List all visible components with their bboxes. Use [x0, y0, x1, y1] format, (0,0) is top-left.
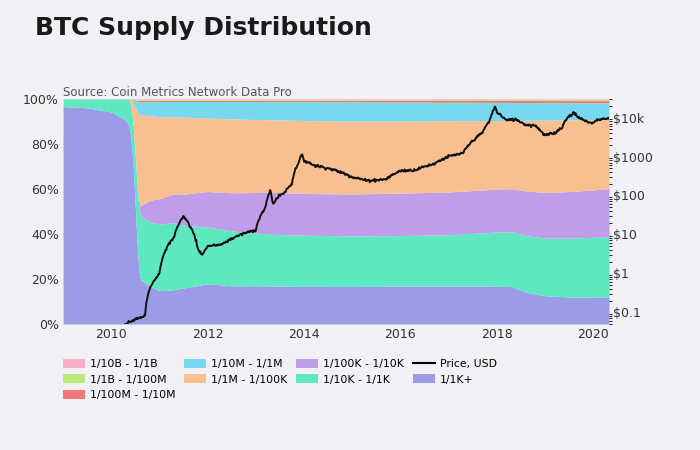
Text: Source: Coin Metrics Network Data Pro: Source: Coin Metrics Network Data Pro	[63, 86, 292, 99]
Text: BTC Supply Distribution: BTC Supply Distribution	[35, 16, 372, 40]
Legend: 1/10B - 1/1B, 1/1B - 1/100M, 1/100M - 1/10M, 1/10M - 1/1M, 1/1M - 1/100K, 1/100K: 1/10B - 1/1B, 1/1B - 1/100M, 1/100M - 1/…	[63, 359, 497, 400]
